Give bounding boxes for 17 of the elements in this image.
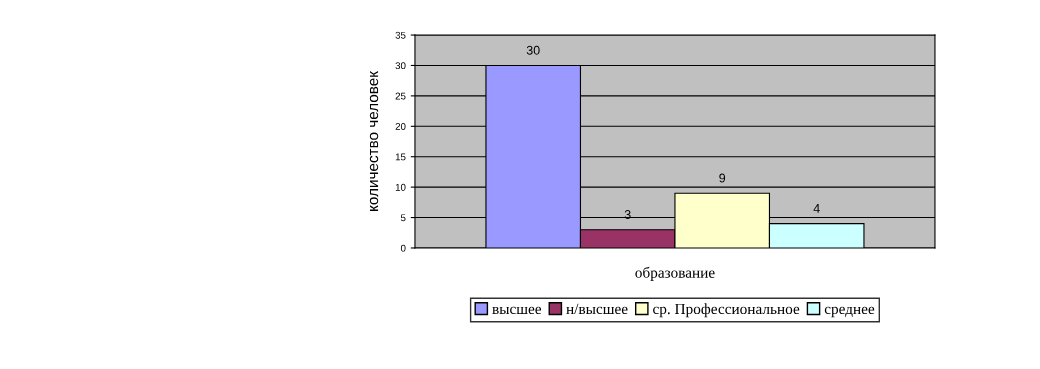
y-tick-label: 10 — [395, 183, 406, 191]
legend-label: н/высшее — [566, 303, 628, 315]
y-tick-label: 0 — [400, 244, 406, 252]
x-axis-title: образование — [635, 266, 715, 281]
legend-label: ср. Профессиональное — [653, 303, 800, 318]
legend-label: высшее — [492, 306, 542, 315]
legend-label: среднее — [824, 306, 875, 318]
data-label: 30 — [526, 45, 540, 55]
y-tick-label: 35 — [395, 31, 406, 39]
y-tick-label: 15 — [395, 153, 406, 161]
data-label: 9 — [719, 173, 726, 183]
y-axis-title: количество человек — [369, 70, 379, 211]
y-tick-label: 5 — [400, 214, 406, 222]
y-tick-label: 30 — [395, 62, 406, 70]
y-tick-label: 25 — [395, 92, 406, 100]
y-tick-label: 20 — [395, 123, 406, 130]
data-label: 4 — [813, 204, 820, 213]
